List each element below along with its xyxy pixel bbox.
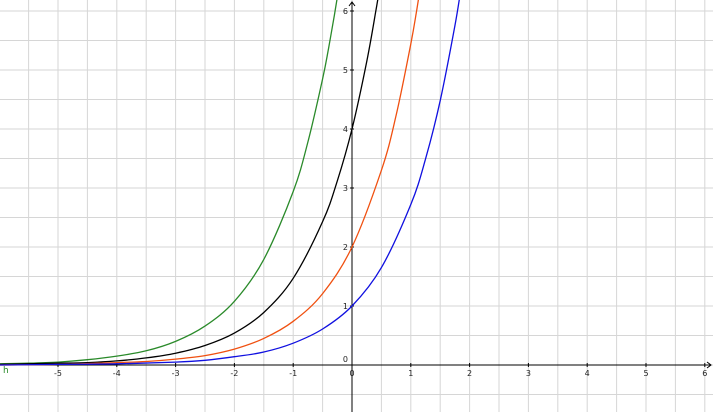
series-line-1[interactable] (0, 0, 338, 365)
series-line-4[interactable] (0, 0, 461, 366)
x-tick-label: 0 (349, 369, 354, 378)
y-tick-label: 0 (343, 355, 348, 364)
y-tick-label: 1 (343, 302, 348, 311)
y-tick-label: 6 (343, 7, 348, 16)
x-tick-label: 2 (467, 369, 472, 378)
y-axis-arrow-icon (348, 1, 356, 7)
y-tick-label: 5 (343, 66, 348, 75)
y-tick-label: 3 (343, 184, 348, 193)
corner-label: h (3, 366, 9, 376)
y-tick-label: 4 (343, 125, 348, 134)
y-tick-label: 2 (343, 243, 348, 252)
x-tick-label: -1 (289, 369, 297, 378)
tick-labels: -5 -4 -3 -2 -1 0 1 2 3 4 5 6 0 1 2 3 4 5 6 (54, 7, 707, 378)
x-tick-label: -5 (54, 369, 62, 378)
x-tick-label: -3 (172, 369, 180, 378)
series-line-3[interactable] (0, 0, 420, 366)
x-tick-label: 3 (526, 369, 531, 378)
x-tick-label: -4 (113, 369, 121, 378)
series-line-2[interactable] (0, 0, 379, 366)
x-tick-label: -2 (230, 369, 238, 378)
x-tick-label: 6 (702, 369, 707, 378)
x-tick-label: 1 (408, 369, 413, 378)
x-tick-label: 4 (585, 369, 590, 378)
x-axis-arrow-icon (706, 361, 712, 369)
function-curves[interactable] (0, 0, 461, 366)
x-tick-label: 5 (643, 369, 648, 378)
